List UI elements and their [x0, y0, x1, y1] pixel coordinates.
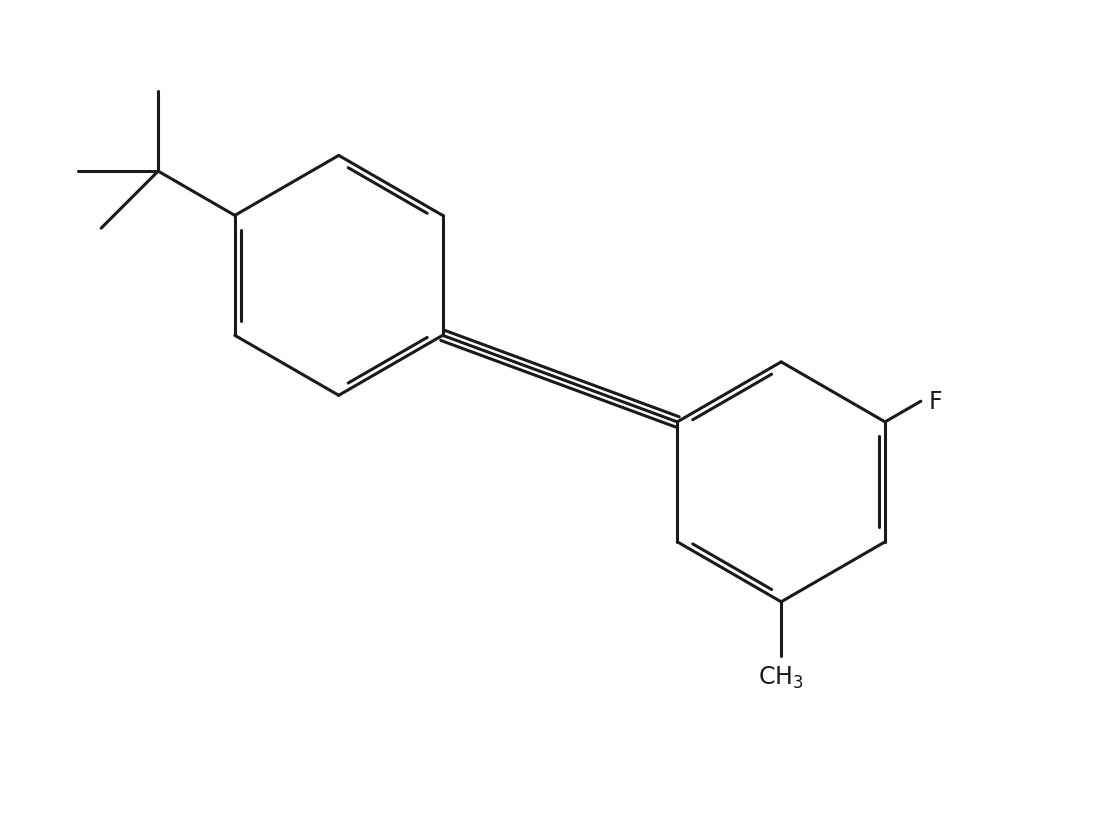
Text: CH$_3$: CH$_3$ [758, 664, 804, 690]
Text: F: F [928, 390, 943, 414]
